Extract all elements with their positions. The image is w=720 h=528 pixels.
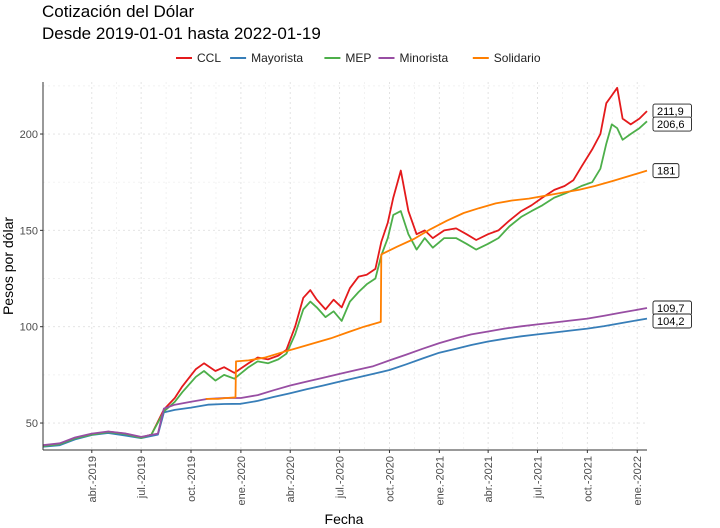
x-tick-label: ene.-2021 (434, 456, 446, 506)
y-axis-title: Pesos por dólar (0, 217, 16, 315)
x-tick-label: oct.-2019 (186, 456, 198, 502)
x-tick-label: oct.-2020 (384, 456, 396, 502)
end-label-box (652, 116, 692, 132)
grid (43, 82, 647, 450)
y-tick-label: 100 (20, 322, 38, 334)
x-axis-title: Fecha (325, 511, 364, 527)
series-lines (42, 86, 648, 448)
x-tick-label: abr.-2019 (87, 456, 99, 502)
x-tick-label: abr.-2020 (285, 456, 297, 502)
axes: 50 100 150 200 abr.-2019 jul.-2019 oct.-2019 en… (20, 82, 647, 506)
legend-label: MEP (345, 51, 371, 65)
end-label-mep: 206,6 (652, 116, 692, 132)
x-tick-label: jul.-2020 (335, 456, 347, 499)
x-tick-label: abr.-2021 (483, 456, 495, 502)
y-tick-label: 50 (26, 418, 38, 430)
end-label-solidario: 181 (652, 163, 680, 179)
end-label-text: 206,6 (657, 119, 685, 131)
legend-item-ccl: CCL (176, 51, 221, 65)
end-label-minorista: 109,7 (652, 300, 692, 316)
series-line-minorista (42, 307, 648, 447)
end-label-box (652, 163, 680, 179)
end-label-ccl: 211,9 (652, 103, 692, 119)
legend-label: Minorista (400, 51, 449, 65)
series-line-solidario (205, 169, 648, 400)
legend-item-minorista: Minorista (378, 51, 449, 65)
legend: CCL Mayorista MEP Minorista Solidario (176, 51, 541, 65)
legend-item-mep: MEP (324, 51, 371, 65)
series-line-mep (42, 120, 648, 447)
series-line-ccl (42, 86, 648, 447)
x-tick-label: ene.-2022 (632, 456, 644, 506)
end-label-box (652, 313, 692, 329)
legend-label: Mayorista (251, 51, 303, 65)
x-tick-label: ene.-2020 (236, 456, 248, 506)
end-label-text: 104,2 (657, 316, 685, 328)
chart-title: Cotización del Dólar (42, 2, 194, 21)
x-tick-label: jul.-2021 (532, 456, 544, 499)
legend-item-mayorista: Mayorista (230, 51, 303, 65)
end-label-text: 211,9 (657, 106, 684, 118)
legend-label: CCL (197, 51, 221, 65)
x-tick-label: oct.-2021 (582, 456, 594, 502)
legend-item-solidario: Solidario (472, 51, 541, 65)
y-tick-label: 200 (20, 129, 38, 141)
y-tick-label: 150 (20, 225, 38, 237)
series-line-mayorista (42, 317, 648, 448)
end-label-text: 181 (657, 166, 675, 178)
chart-subtitle: Desde 2019-01-01 hasta 2022-01-19 (42, 24, 321, 43)
x-tick-label: jul.-2019 (136, 456, 148, 499)
end-label-mayorista: 104,2 (652, 313, 692, 329)
end-label-text: 109,7 (657, 303, 685, 315)
legend-label: Solidario (494, 51, 541, 65)
